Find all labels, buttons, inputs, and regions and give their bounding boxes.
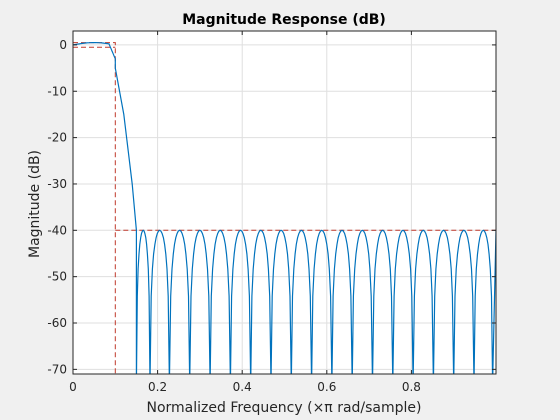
x-ticks: 0 0.2 0.4 0.6 0.8 — [69, 31, 421, 394]
y-tick-label: -70 — [47, 362, 67, 376]
plot-area — [73, 31, 496, 374]
y-axis-label: Magnitude (dB) — [27, 150, 43, 258]
x-axis-label: Normalized Frequency (×π rad/sample) — [147, 400, 422, 416]
y-tick-label: -30 — [47, 177, 67, 191]
y-tick-label: -40 — [47, 223, 67, 237]
x-tick-label: 0.8 — [402, 380, 421, 394]
y-tick-label: 0 — [59, 38, 67, 52]
spec-mask — [73, 42, 496, 374]
mask-passband-upper — [73, 42, 116, 374]
chart-title: Magnitude Response (dB) — [182, 12, 386, 28]
y-ticks: 0 -10 -20 -30 -40 -50 -60 -70 — [47, 38, 496, 376]
y-tick-label: -60 — [47, 316, 67, 330]
x-tick-label: 0.2 — [148, 380, 167, 394]
magnitude-series-line — [73, 41, 496, 374]
y-tick-label: -50 — [47, 270, 67, 284]
y-tick-label: -10 — [47, 84, 67, 98]
x-tick-label: 0.4 — [233, 380, 252, 394]
x-tick-label: 0 — [69, 380, 77, 394]
x-tick-label: 0.6 — [317, 380, 336, 394]
magnitude-curve — [73, 41, 496, 374]
y-tick-label: -20 — [47, 131, 67, 145]
plot-box — [72, 30, 497, 375]
